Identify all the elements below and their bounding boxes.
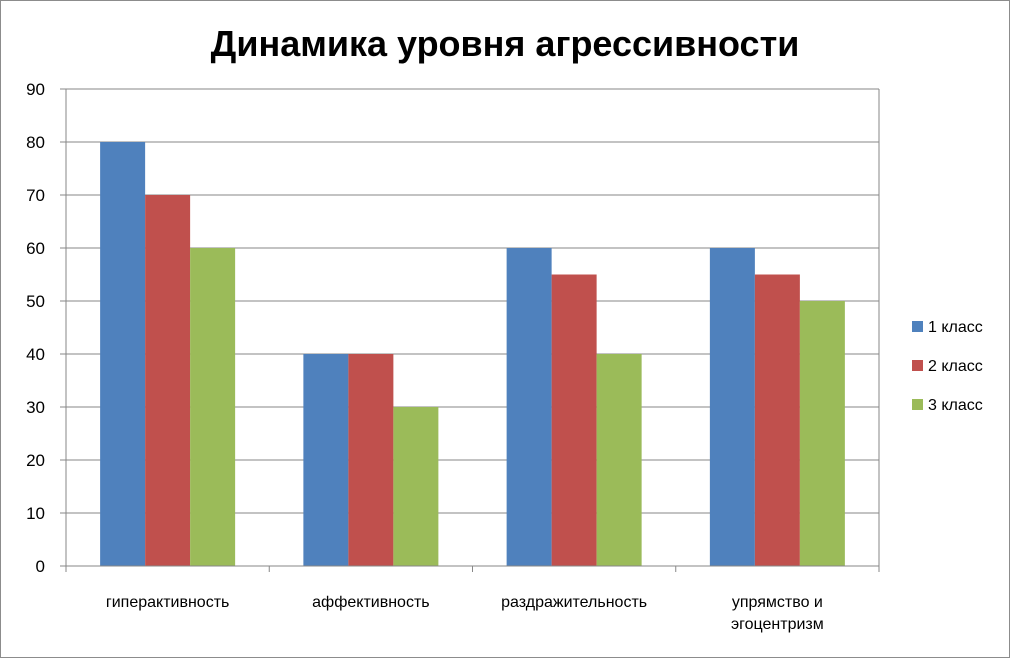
bar — [506, 248, 552, 566]
bar — [551, 274, 597, 566]
y-tick-label: 20 — [26, 451, 45, 470]
y-tick-label: 50 — [26, 292, 45, 311]
x-tick-label: эгоцентризм — [731, 616, 824, 633]
legend-swatch — [912, 360, 923, 371]
bars — [100, 142, 845, 566]
bar — [348, 354, 394, 566]
x-tick-label: гиперактивность — [106, 594, 229, 611]
y-tick-label: 60 — [26, 239, 45, 258]
x-axis: гиперактивность аффективность раздражитель… — [65, 565, 880, 633]
legend-label: 3 класс — [928, 397, 983, 414]
y-tick-label: 80 — [26, 133, 45, 152]
legend-label: 2 класс — [928, 358, 983, 375]
bar — [799, 301, 845, 566]
bar — [303, 354, 349, 566]
bar — [190, 248, 236, 566]
y-tick-label: 0 — [36, 557, 45, 576]
legend-swatch — [912, 399, 923, 410]
y-axis: 0 10 20 30 40 50 60 70 80 90 — [26, 80, 880, 576]
bar — [100, 142, 146, 566]
legend-swatch — [912, 321, 923, 332]
bar — [393, 407, 439, 566]
x-tick-label: аффективность — [312, 594, 429, 611]
y-tick-label: 30 — [26, 398, 45, 417]
chart-title: Динамика уровня агрессивности — [211, 23, 800, 64]
x-tick-label: раздражительность — [501, 594, 647, 611]
bar — [596, 354, 642, 566]
y-tick-label: 10 — [26, 504, 45, 523]
bar — [754, 274, 800, 566]
legend-label: 1 класс — [928, 319, 983, 336]
y-tick-label: 70 — [26, 186, 45, 205]
y-tick-label: 40 — [26, 345, 45, 364]
legend: 1 класс 2 класс 3 класс — [912, 319, 983, 414]
x-tick-label: упрямство и — [732, 594, 823, 611]
y-tick-label: 90 — [26, 80, 45, 99]
bar — [145, 195, 191, 566]
bar — [709, 248, 755, 566]
